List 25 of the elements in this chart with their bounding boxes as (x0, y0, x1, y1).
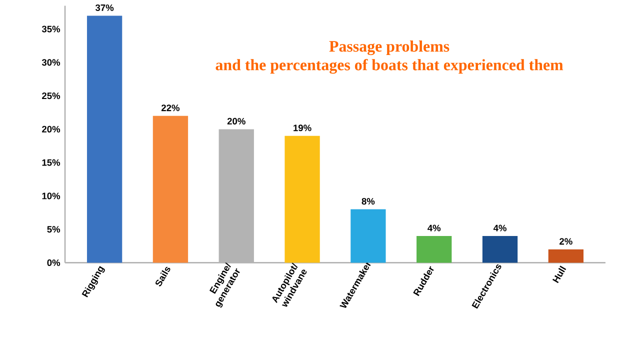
data-label: 4% (428, 224, 441, 232)
data-label: 4% (493, 224, 506, 232)
data-label: 2% (560, 238, 572, 245)
text: Passage problems (329, 40, 450, 56)
data-label: 20% (227, 118, 246, 125)
data-label: 8% (362, 198, 375, 205)
text: and the percentages of boats that experienced them (216, 59, 564, 74)
bar (86, 16, 122, 263)
y-tick-label: 15% (42, 159, 60, 166)
bar (548, 249, 584, 263)
y-tick-label: 30% (42, 59, 60, 66)
bar (284, 136, 320, 263)
y-tick-label: 25% (42, 92, 60, 100)
y-tick-label: 10% (42, 192, 60, 200)
data-label: 22% (161, 104, 180, 112)
bar (482, 236, 518, 263)
bar (152, 116, 188, 263)
bar (350, 209, 386, 263)
bar (416, 236, 452, 263)
y-tick-label: 0% (47, 260, 60, 266)
y-tick-label: 5% (47, 226, 60, 233)
data-label: 19% (294, 124, 312, 132)
y-tick-label: 35% (42, 26, 60, 33)
data-label: 37% (95, 4, 114, 12)
y-tick-label: 20% (42, 126, 60, 133)
